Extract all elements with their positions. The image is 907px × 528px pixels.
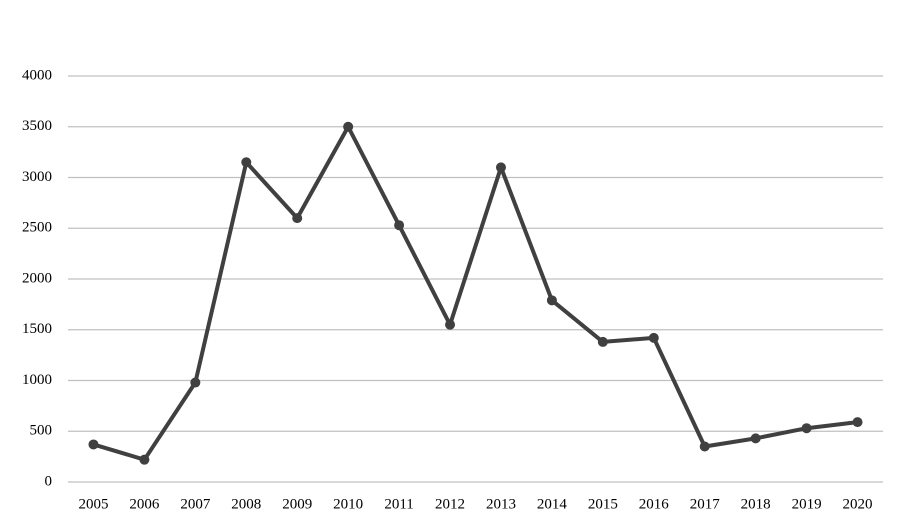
x-tick-label: 2020 — [843, 496, 873, 512]
data-point — [597, 336, 608, 347]
y-tick-label: 1500 — [22, 321, 52, 337]
x-tick-label: 2019 — [792, 496, 822, 512]
x-tick-label: 2018 — [741, 496, 771, 512]
x-tick-label: 2005 — [78, 496, 108, 512]
x-tick-label: 2006 — [129, 496, 160, 512]
y-tick-label: 4000 — [22, 67, 52, 83]
data-point — [88, 439, 99, 450]
x-tick-label: 2016 — [639, 496, 670, 512]
x-tick-label: 2010 — [333, 496, 363, 512]
x-tick-label: 2013 — [486, 496, 516, 512]
data-point — [139, 454, 150, 465]
x-tick-label: 2017 — [690, 496, 721, 512]
data-point — [394, 220, 405, 231]
data-point — [190, 377, 201, 388]
y-tick-label: 2500 — [22, 220, 52, 236]
data-point — [241, 157, 252, 168]
x-tick-label: 2014 — [537, 496, 568, 512]
data-point — [445, 319, 456, 330]
data-point — [546, 295, 557, 306]
y-tick-label: 1000 — [22, 372, 52, 388]
y-tick-label: 2000 — [22, 270, 52, 286]
x-tick-label: 2007 — [180, 496, 211, 512]
x-tick-label: 2012 — [435, 496, 465, 512]
data-point — [648, 332, 659, 343]
data-line — [92, 124, 858, 462]
data-point — [699, 441, 710, 452]
x-tick-label: 2008 — [231, 496, 261, 512]
y-tick-label: 0 — [45, 473, 53, 489]
x-tick-label: 2015 — [588, 496, 618, 512]
x-tick-label: 2009 — [282, 496, 312, 512]
data-point — [343, 121, 354, 132]
x-tick-label: 2011 — [384, 496, 413, 512]
data-point — [852, 417, 863, 428]
data-point — [750, 433, 761, 444]
y-tick-label: 500 — [30, 423, 53, 439]
data-point — [801, 423, 812, 434]
data-point — [292, 213, 303, 224]
y-tick-label: 3500 — [22, 118, 52, 134]
data-point — [495, 162, 506, 173]
y-tick-label: 3000 — [22, 169, 52, 185]
